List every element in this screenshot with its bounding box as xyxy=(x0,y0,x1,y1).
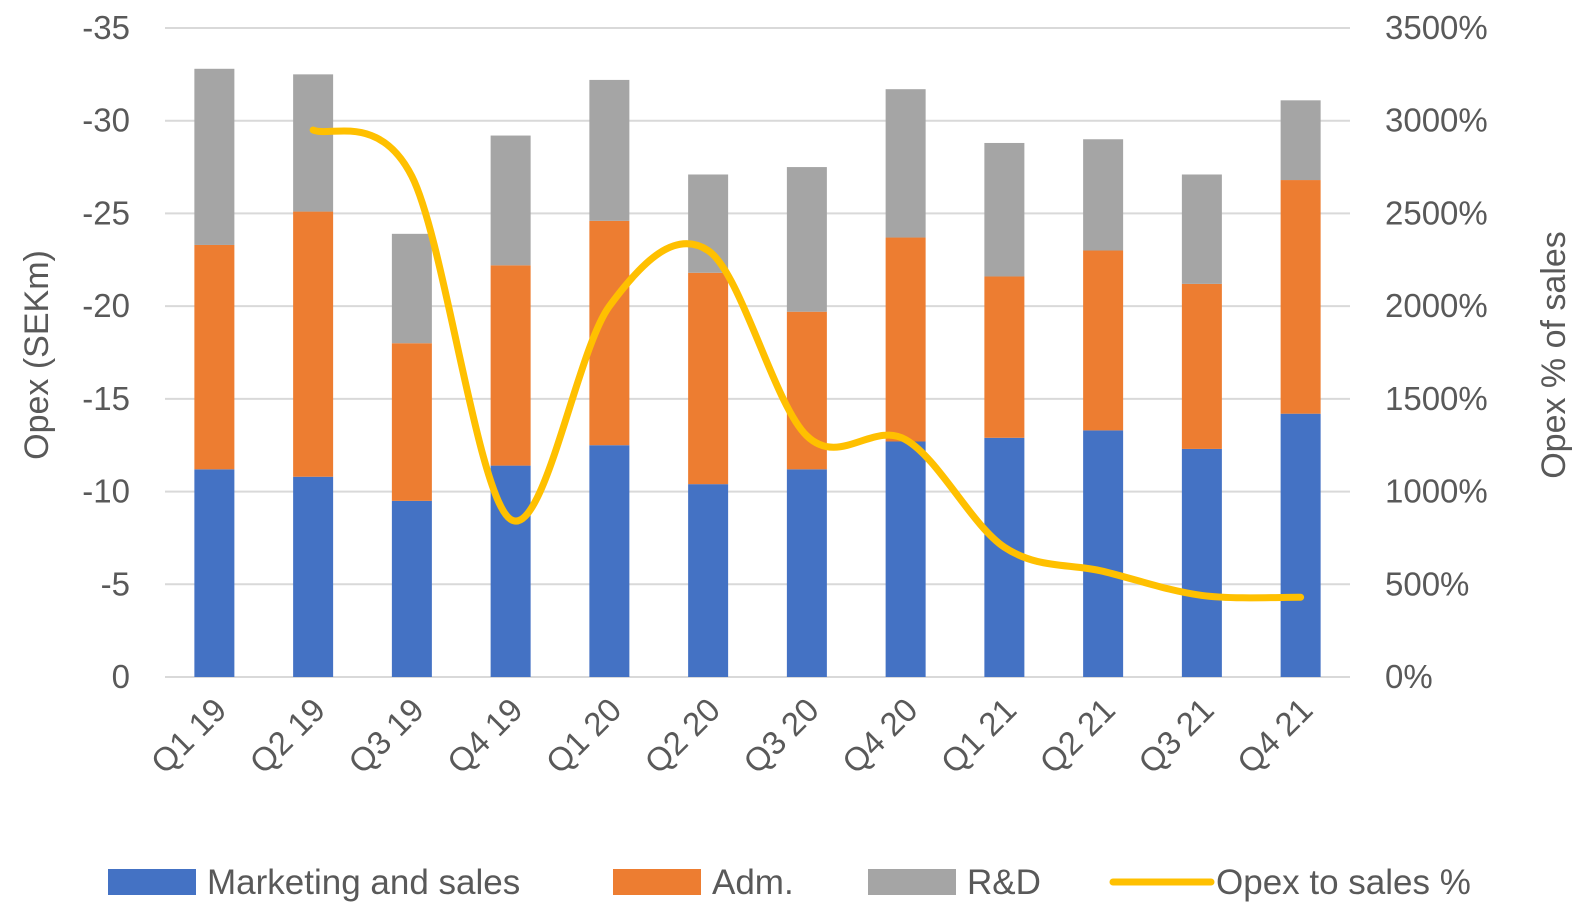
bar-r-d xyxy=(391,233,432,344)
right-axis-ticks: 3500% 3000% 2500% 2000% 1500% 1000% 500% 0% xyxy=(1385,9,1488,695)
legend-label: Marketing and sales xyxy=(207,863,520,902)
left-axis-title: Opex (SEKm) xyxy=(18,250,56,460)
right-tick-label: 500% xyxy=(1385,565,1469,602)
bar-adm xyxy=(293,211,334,477)
left-tick-label: 0 xyxy=(112,658,130,695)
bar-marketing-and-sales xyxy=(1083,430,1124,677)
x-tick-label: Q3 21 xyxy=(1131,691,1221,781)
bar-marketing-and-sales xyxy=(391,500,432,677)
left-tick-label: -30 xyxy=(82,102,130,139)
legend-swatch xyxy=(868,869,956,895)
legend-label: R&D xyxy=(967,863,1041,902)
bar-r-d xyxy=(885,89,926,238)
x-tick-label: Q1 20 xyxy=(539,691,629,781)
right-tick-label: 3000% xyxy=(1385,102,1488,139)
legend: Marketing and sales Adm. R&D Opex to sales … xyxy=(108,863,1471,902)
right-tick-label: 0% xyxy=(1385,658,1433,695)
bar-adm xyxy=(391,343,432,501)
legend-label: Adm. xyxy=(712,863,794,902)
x-tick-label: Q3 20 xyxy=(736,691,826,781)
x-tick-label: Q3 19 xyxy=(341,691,431,781)
x-tick-label: Q4 20 xyxy=(835,691,925,781)
bar-r-d xyxy=(1181,174,1222,284)
bar-adm xyxy=(1083,250,1124,431)
right-tick-label: 2000% xyxy=(1385,287,1488,324)
legend-label: Opex to sales % xyxy=(1216,863,1471,902)
bars xyxy=(194,68,1321,677)
x-tick-label: Q4 19 xyxy=(440,691,530,781)
right-tick-label: 1500% xyxy=(1385,380,1488,417)
left-axis-ticks: -35 -30 -25 -20 -15 -10 -5 0 xyxy=(82,9,130,695)
opex-to-sales-line xyxy=(309,126,1305,602)
right-tick-label: 3500% xyxy=(1385,9,1488,46)
x-tick-label: Q1 19 xyxy=(144,691,234,781)
bar-adm xyxy=(194,244,235,470)
gridlines xyxy=(165,27,1350,678)
bar-r-d xyxy=(194,68,235,245)
bar-marketing-and-sales xyxy=(1181,448,1222,677)
x-tick-label: Q2 21 xyxy=(1032,691,1122,781)
legend-swatch xyxy=(108,869,196,895)
right-tick-label: 1000% xyxy=(1385,473,1488,510)
opex-to-sales-path xyxy=(309,126,1305,602)
right-axis-title: Opex % of sales xyxy=(1535,231,1573,479)
x-tick-label: Q1 21 xyxy=(934,691,1024,781)
bar-marketing-and-sales xyxy=(194,469,235,677)
bar-r-d xyxy=(786,167,827,312)
left-tick-label: -25 xyxy=(82,194,130,231)
bar-adm xyxy=(1181,283,1222,449)
right-tick-label: 2500% xyxy=(1385,194,1488,231)
x-tick-label: Q2 20 xyxy=(637,691,727,781)
bar-marketing-and-sales xyxy=(786,469,827,677)
bar-adm xyxy=(1280,180,1321,414)
bar-r-d xyxy=(490,135,531,266)
bar-marketing-and-sales xyxy=(589,445,630,677)
x-tick-label: Q2 19 xyxy=(242,691,332,781)
bar-adm xyxy=(984,276,1025,438)
bar-marketing-and-sales xyxy=(885,441,926,677)
bar-r-d xyxy=(1083,139,1124,251)
x-tick-label: Q4 21 xyxy=(1230,691,1320,781)
legend-swatch xyxy=(613,869,701,895)
left-tick-label: -10 xyxy=(82,473,130,510)
left-tick-label: -5 xyxy=(101,565,130,602)
bar-marketing-and-sales xyxy=(1280,413,1321,677)
bar-r-d xyxy=(293,74,334,212)
left-tick-label: -20 xyxy=(82,287,130,324)
bar-r-d xyxy=(688,174,729,273)
left-tick-label: -35 xyxy=(82,9,130,46)
bar-marketing-and-sales xyxy=(293,476,334,677)
bar-r-d xyxy=(1280,100,1321,181)
bar-adm xyxy=(885,237,926,442)
bar-r-d xyxy=(984,142,1025,277)
bar-adm xyxy=(688,272,729,485)
bar-adm xyxy=(490,265,531,466)
x-axis-ticks: Q1 19 Q2 19 Q3 19 Q4 19 Q1 20 Q2 20 Q3 20 Q4 20… xyxy=(144,691,1320,781)
bar-marketing-and-sales xyxy=(688,484,729,677)
bar-r-d xyxy=(589,79,630,221)
left-tick-label: -15 xyxy=(82,380,130,417)
